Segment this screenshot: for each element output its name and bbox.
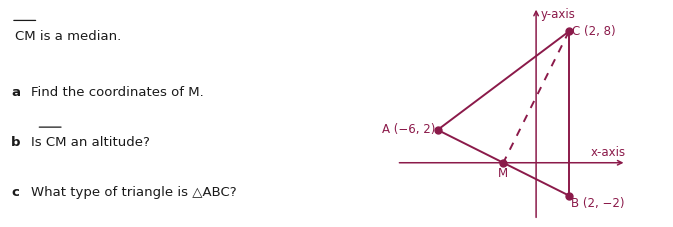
Point — [498, 161, 509, 165]
Text: b: b — [11, 136, 20, 149]
Text: M: M — [498, 167, 508, 180]
Text: C (2, 8): C (2, 8) — [572, 25, 616, 38]
Text: What type of triangle is △ABC?: What type of triangle is △ABC? — [31, 186, 236, 199]
Text: CM is a median.: CM is a median. — [15, 30, 120, 42]
Point — [432, 128, 443, 132]
Text: a: a — [11, 86, 20, 99]
Text: y-axis: y-axis — [540, 8, 575, 21]
Text: Is CM an altitude?: Is CM an altitude? — [31, 136, 150, 149]
Text: c: c — [11, 186, 19, 199]
Text: B (2, −2): B (2, −2) — [571, 197, 625, 210]
Text: A (−6, 2): A (−6, 2) — [382, 123, 435, 136]
Text: Find the coordinates of M.: Find the coordinates of M. — [31, 86, 204, 99]
Point — [563, 30, 574, 33]
Point — [563, 194, 574, 197]
Text: x-axis: x-axis — [590, 146, 626, 159]
